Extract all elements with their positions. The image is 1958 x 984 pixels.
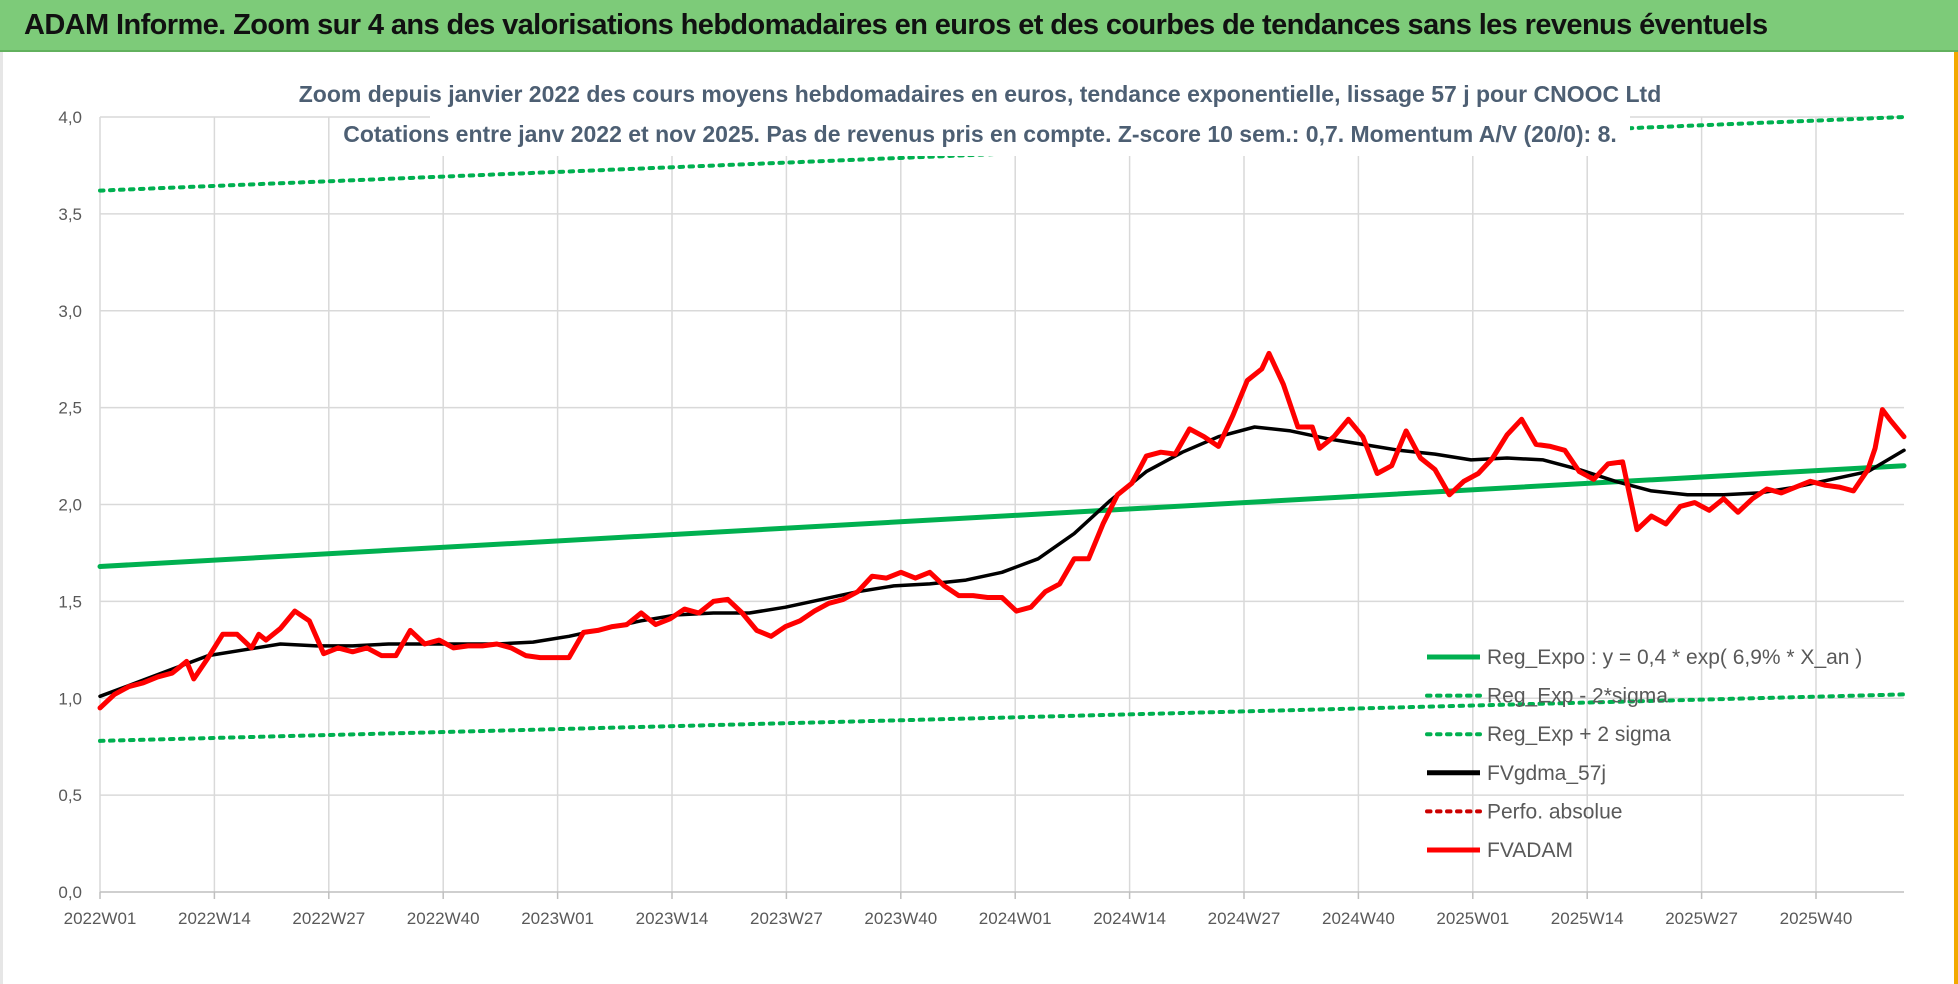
y-tick-label-4: 2,0 — [58, 496, 82, 515]
x-tick-label-15: 2025W40 — [1780, 909, 1853, 928]
y-tick-label-7: 3,5 — [58, 205, 82, 224]
y-tick-label-6: 3,0 — [58, 302, 82, 321]
subtitle-background — [430, 74, 1630, 156]
x-tick-label-14: 2025W27 — [1665, 909, 1738, 928]
y-tick-label-2: 1,0 — [58, 689, 82, 708]
x-tick-label-13: 2025W14 — [1551, 909, 1624, 928]
x-tick-label-10: 2024W27 — [1208, 909, 1281, 928]
series-line-reg_minus — [98, 692, 1906, 743]
y-tick-label-5: 2,5 — [58, 399, 82, 418]
chart-subtitle-line1: Zoom depuis janvier 2022 des cours moyen… — [299, 81, 1662, 107]
x-tick-label-1: 2022W14 — [178, 909, 251, 928]
legend-label-fvadam: FVADAM — [1487, 839, 1573, 862]
x-tick-label-7: 2023W40 — [864, 909, 937, 928]
x-tick-label-8: 2024W01 — [979, 909, 1052, 928]
grid-lines — [99, 116, 1904, 892]
legend-label-reg_expo: Reg_Expo : y = 0,4 * exp( 6,9% * X_an ) — [1487, 646, 1862, 669]
x-tick-label-9: 2024W14 — [1093, 909, 1166, 928]
legend: Reg_Expo : y = 0,4 * exp( 6,9% * X_an ) R… — [1425, 646, 1862, 862]
legend-label-perfo: Perfo. absolue — [1487, 800, 1622, 823]
x-tick-label-5: 2023W14 — [636, 909, 709, 928]
y-tick-label-1: 0,5 — [58, 786, 82, 805]
x-tick-label-4: 2023W01 — [521, 909, 594, 928]
title-banner: ADAM Informe. Zoom sur 4 ans des valoris… — [0, 0, 1958, 52]
series-line-reg_expo — [97, 463, 1907, 569]
banner-title: ADAM Informe. Zoom sur 4 ans des valoris… — [24, 9, 1768, 41]
x-tick-label-11: 2024W40 — [1322, 909, 1395, 928]
legend-label-reg_plus: Reg_Exp + 2 sigma — [1487, 723, 1671, 746]
x-tick-label-2: 2022W27 — [292, 909, 365, 928]
y-tick-label-8: 4,0 — [58, 108, 82, 127]
y-tick-label-3: 1,5 — [58, 592, 82, 611]
chart-subtitle-line2: Cotations entre janv 2022 et nov 2025. P… — [343, 121, 1617, 147]
y-tick-label-0: 0,0 — [58, 883, 82, 902]
x-tick-label-6: 2023W27 — [750, 909, 823, 928]
legend-label-reg_minus: Reg_Exp - 2*sigma — [1487, 685, 1668, 708]
x-tick-label-3: 2022W40 — [407, 909, 480, 928]
frame-right-border — [1954, 52, 1958, 984]
series-line-fvadam — [97, 350, 1907, 711]
x-axis-ticks: 2022W01 2022W14 2022W27 2022W40 2023W01 2023W… — [64, 892, 1853, 928]
frame-left-border — [0, 52, 3, 984]
x-tick-label-0: 2022W01 — [64, 909, 137, 928]
x-tick-label-12: 2025W01 — [1436, 909, 1509, 928]
y-axis-ticks: 0,0 0,5 1,0 1,5 2,0 2,5 3,0 3,5 4,0 — [58, 108, 82, 902]
legend-label-fvgdma: FVgdma_57j — [1487, 762, 1606, 785]
